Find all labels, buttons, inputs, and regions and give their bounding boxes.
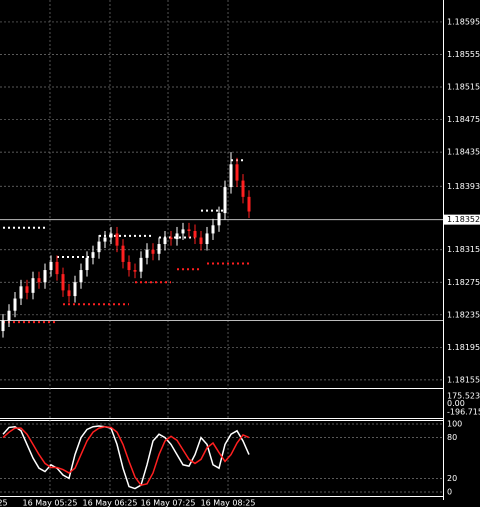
y-tick-label: 1.18315 xyxy=(447,245,480,254)
candle-body xyxy=(67,290,71,297)
candle-body xyxy=(55,261,59,275)
y-tick-label: 80 xyxy=(447,433,457,442)
y-tick-label: 1.18555 xyxy=(447,50,480,59)
candle-body xyxy=(19,286,23,299)
indicator-line xyxy=(2,425,250,487)
candle-body xyxy=(85,257,89,271)
candle-body xyxy=(187,229,191,232)
candle-body xyxy=(175,233,179,240)
candle-body xyxy=(223,187,227,214)
candle-body xyxy=(205,233,209,245)
candle-body xyxy=(181,229,185,234)
candle-body xyxy=(241,180,245,197)
y-tick-label: 1.18393 xyxy=(447,182,480,191)
x-tick-label: 16 May 05:25 xyxy=(23,499,78,507)
y-tick-label: 20 xyxy=(447,474,457,483)
candle-body xyxy=(217,213,221,226)
candle-body xyxy=(61,274,65,291)
candle-body xyxy=(43,270,47,283)
candle-body xyxy=(157,244,161,254)
x-tick-label: 16 May 06:25 xyxy=(83,499,138,507)
candle-body xyxy=(79,270,83,283)
x-tick-label: 16 May 07:25 xyxy=(141,499,196,507)
candle-body xyxy=(73,282,77,297)
x-tick-label: 16 May 04:25 xyxy=(0,499,8,507)
candle-body xyxy=(97,241,101,253)
candle-body xyxy=(145,249,149,258)
y-tick-label: 1.18155 xyxy=(447,375,480,384)
candle-body xyxy=(49,261,53,271)
candle-body xyxy=(169,237,173,240)
y-tick-label: 1.18515 xyxy=(447,83,480,92)
candle-body xyxy=(37,278,41,283)
candle-body xyxy=(199,237,203,245)
y-tick-label: 0 xyxy=(447,487,452,496)
x-tick-label: 16 May 08:25 xyxy=(201,499,256,507)
candle-body xyxy=(109,233,113,238)
y-tick-label: 175.5237 xyxy=(447,391,480,400)
candle-body xyxy=(25,286,29,293)
y-tick-label: 100 xyxy=(447,420,462,429)
candle-body xyxy=(7,310,11,321)
candle-body xyxy=(139,257,143,272)
candle-body xyxy=(151,249,155,254)
candle-body xyxy=(133,270,137,272)
last-price-label: 1.18352 xyxy=(447,215,480,224)
y-tick-label: 1.18235 xyxy=(447,310,480,319)
candle-body xyxy=(127,261,131,271)
candle-body xyxy=(193,231,197,238)
candle-body xyxy=(1,320,5,332)
y-tick-label: 1.18595 xyxy=(447,17,480,26)
candle-body xyxy=(163,237,167,245)
y-tick-label: 1.18195 xyxy=(447,343,480,352)
y-tick-label: -196.7159 xyxy=(447,408,480,417)
last-price-box xyxy=(444,214,480,225)
candle-body xyxy=(247,196,251,212)
candle-body xyxy=(235,164,239,181)
candle-body xyxy=(103,237,107,242)
candle-body xyxy=(31,278,35,293)
candle-body xyxy=(13,298,17,311)
y-tick-label: 1.18475 xyxy=(447,115,480,124)
candle-body xyxy=(229,164,233,188)
y-tick-label: 1.18435 xyxy=(447,148,480,157)
y-tick-label: 1.18275 xyxy=(447,278,480,287)
candle-body xyxy=(115,233,119,246)
candle-body xyxy=(211,225,215,234)
y-tick-label: 0.00 xyxy=(447,399,465,408)
candle-body xyxy=(91,252,95,258)
candle-body xyxy=(121,245,125,262)
